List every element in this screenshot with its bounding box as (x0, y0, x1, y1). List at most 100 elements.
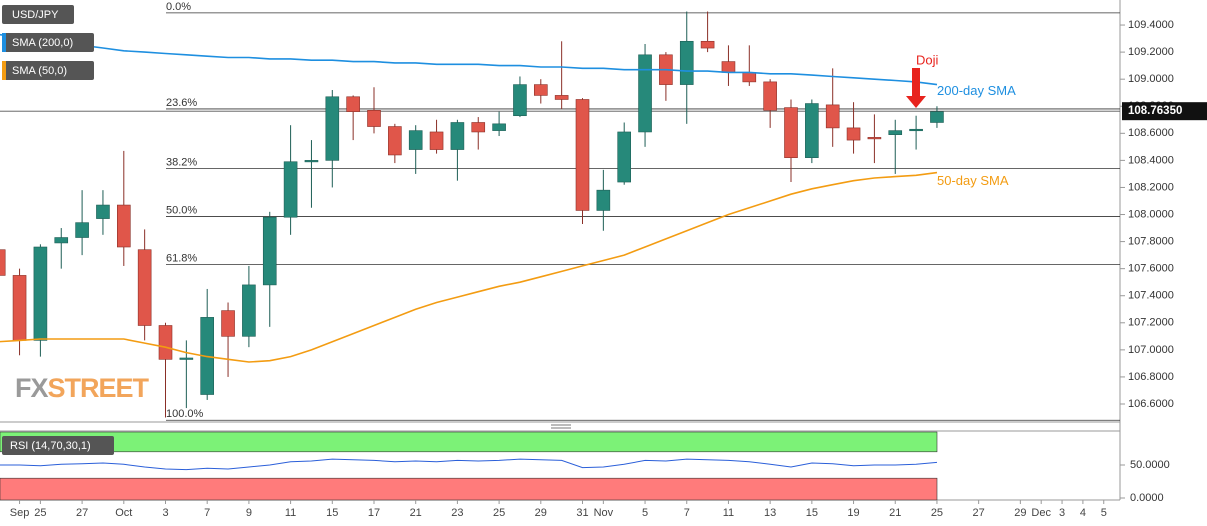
x-tick-label: 21 (889, 507, 901, 519)
sma-annotation: 200-day SMA (937, 83, 1016, 98)
candle-body (930, 111, 944, 123)
y-tick-label: 109.2000 (1128, 46, 1174, 58)
candle-body (388, 126, 402, 156)
x-tick-label: 27 (76, 507, 88, 519)
candle-body (262, 216, 277, 286)
candle-body (596, 189, 611, 211)
y-tick-label: 108.2000 (1128, 181, 1174, 193)
fib-label: 0.0% (166, 1, 191, 13)
x-tick-label: Oct (115, 507, 132, 519)
y-tick-label: 109.0000 (1128, 73, 1174, 85)
sma-annotation: 50-day SMA (937, 173, 1009, 188)
fib-label: 100.0% (166, 408, 204, 420)
y-tick-label: 107.6000 (1128, 263, 1174, 275)
candle-body (33, 246, 48, 341)
candle-body (221, 310, 235, 337)
x-tick-label: 7 (204, 507, 210, 519)
candle-body (763, 81, 777, 111)
candle-body (471, 122, 486, 133)
candle-body (117, 204, 131, 248)
legend-box[interactable] (2, 5, 74, 24)
candle-body (867, 137, 882, 140)
y-tick-label: 109.4000 (1128, 19, 1174, 31)
candle-body (283, 161, 298, 218)
candle-body (492, 123, 506, 131)
x-tick-label: 21 (410, 507, 422, 519)
candle-body (75, 222, 89, 238)
x-tick-label: Sep (10, 507, 30, 519)
legend-label: SMA (50,0) (12, 65, 67, 77)
x-tick-label: 13 (764, 507, 776, 519)
y-tick-label: 108.0000 (1128, 208, 1174, 220)
watermark-street: STREET (48, 373, 150, 403)
candle-body (346, 96, 360, 112)
candle-body (784, 107, 798, 158)
y-tick-label: 108.4000 (1128, 154, 1174, 166)
fib-label: 61.8% (166, 253, 197, 265)
candle-body (513, 84, 527, 117)
x-tick-label: 9 (246, 507, 252, 519)
x-tick-label: 7 (684, 507, 690, 519)
candle-body (909, 128, 923, 132)
x-tick-label: 5 (1101, 507, 1107, 519)
legend-swatch (2, 61, 6, 80)
legend-label: RSI (14,70,30,1) (10, 440, 91, 452)
y-tick-label: 107.0000 (1128, 344, 1174, 356)
candle-body (554, 95, 569, 100)
x-tick-label: 31 (576, 507, 588, 519)
candle-body (888, 130, 903, 135)
fib-label: 23.6% (166, 97, 197, 109)
rsi-y-tick-label: 50.0000 (1130, 459, 1170, 471)
y-tick-label: 107.4000 (1128, 290, 1174, 302)
x-tick-label: 23 (451, 507, 463, 519)
x-tick-label: 29 (535, 507, 547, 519)
candle-body (679, 40, 694, 85)
legend-box[interactable] (2, 33, 94, 52)
legend-box[interactable] (2, 436, 114, 455)
candle-body (429, 131, 444, 150)
candle-body (12, 275, 27, 341)
watermark: FXSTREET (15, 373, 150, 403)
candle-body (408, 130, 423, 150)
x-tick-label: 29 (1014, 507, 1026, 519)
y-tick-label: 106.8000 (1128, 371, 1174, 383)
x-tick-label: 4 (1080, 507, 1086, 519)
x-tick-label: 17 (368, 507, 380, 519)
x-tick-label: 3 (162, 507, 168, 519)
annotation: Doji (916, 52, 939, 67)
x-tick-label: 25 (34, 507, 46, 519)
candle-body (638, 54, 652, 133)
fib-label: 38.2% (166, 156, 197, 168)
candle-body (742, 72, 757, 83)
sma-line (0, 33, 938, 86)
y-tick-label: 107.8000 (1128, 235, 1174, 247)
legend-box[interactable] (2, 61, 94, 80)
candle-body (617, 131, 632, 183)
candle-body (575, 99, 590, 211)
candle-body (450, 122, 465, 150)
candle-body (325, 96, 340, 161)
x-tick-label: 25 (931, 507, 943, 519)
rsi-y-tick-label: 0.0000 (1130, 492, 1164, 504)
x-tick-label: Nov (594, 507, 614, 519)
arrow (906, 68, 926, 108)
overbought-band (0, 431, 938, 453)
candle-body (0, 249, 6, 276)
last-price-label: 108.76350 (1128, 105, 1182, 117)
x-tick-label: 19 (847, 507, 859, 519)
rsi-pane: RSI (14,70,30,1) (0, 431, 938, 501)
x-tick-label: 5 (642, 507, 648, 519)
legend-swatch (2, 33, 6, 52)
y-tick-label: 106.6000 (1128, 398, 1174, 410)
candle-body (54, 237, 69, 244)
pane-handle[interactable] (551, 424, 571, 429)
fib-label: 50.0% (166, 204, 197, 216)
x-tick-label: 25 (493, 507, 505, 519)
candle-body (700, 40, 715, 49)
candle-body (825, 104, 840, 129)
x-tick-label: 15 (326, 507, 338, 519)
price-pane (0, 11, 1120, 421)
candle-body (158, 325, 173, 360)
legend-label: USD/JPY (12, 9, 59, 21)
